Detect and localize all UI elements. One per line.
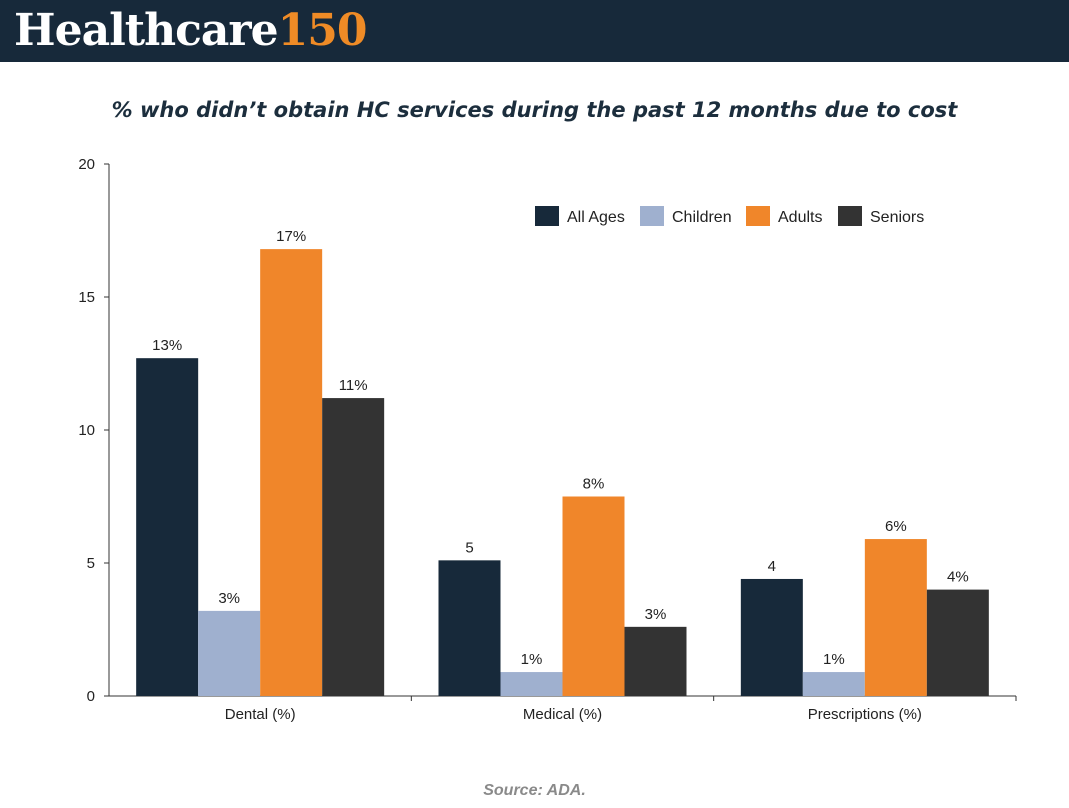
data-label: 11% xyxy=(339,377,368,394)
legend-label: Children xyxy=(672,209,732,226)
bar-children xyxy=(500,672,563,696)
data-label: 13% xyxy=(152,337,182,354)
y-tick-label: 20 xyxy=(78,156,95,173)
bar-all-ages xyxy=(136,358,199,696)
bar-adults xyxy=(864,539,927,696)
bar-seniors xyxy=(322,398,385,696)
header-bar: Healthcare150 xyxy=(0,0,1069,62)
data-label: 3% xyxy=(218,590,240,607)
bar-children xyxy=(802,672,865,696)
brand-logo-number: 150 xyxy=(277,5,368,56)
legend-label: All Ages xyxy=(567,209,625,226)
category-label: Prescriptions (%) xyxy=(808,706,922,723)
bar-adults xyxy=(562,496,625,696)
data-label: 3% xyxy=(645,606,667,623)
brand-logo-word: Healthcare xyxy=(14,5,279,56)
bar-all-ages xyxy=(438,560,501,696)
data-label: 8% xyxy=(583,476,605,493)
brand-logo: Healthcare150 xyxy=(14,2,368,60)
y-tick-label: 5 xyxy=(87,555,95,572)
data-label: 5 xyxy=(465,539,473,556)
bar-seniors xyxy=(624,626,687,696)
legend-swatch xyxy=(746,206,770,226)
legend-swatch xyxy=(838,206,862,226)
category-label: Dental (%) xyxy=(225,706,296,723)
bar-adults xyxy=(260,249,323,696)
y-tick-label: 0 xyxy=(87,688,95,705)
bar-children xyxy=(198,610,261,696)
y-tick-label: 10 xyxy=(78,422,95,439)
data-label: 1% xyxy=(521,651,543,668)
chart-title: % who didn’t obtain HC services during t… xyxy=(111,98,958,122)
data-label: 4 xyxy=(768,558,776,575)
bar-all-ages xyxy=(740,578,803,696)
data-label: 4% xyxy=(947,569,969,586)
data-label: 6% xyxy=(885,518,907,535)
category-label: Medical (%) xyxy=(523,706,602,723)
legend-label: Adults xyxy=(778,209,822,226)
source-note: Source: ADA. xyxy=(483,782,586,799)
legend-swatch xyxy=(535,206,559,226)
legend-label: Seniors xyxy=(870,209,924,226)
bar-seniors xyxy=(926,589,989,696)
data-label: 17% xyxy=(276,228,306,245)
y-tick-label: 15 xyxy=(78,289,95,306)
legend-swatch xyxy=(640,206,664,226)
data-label: 1% xyxy=(823,651,845,668)
